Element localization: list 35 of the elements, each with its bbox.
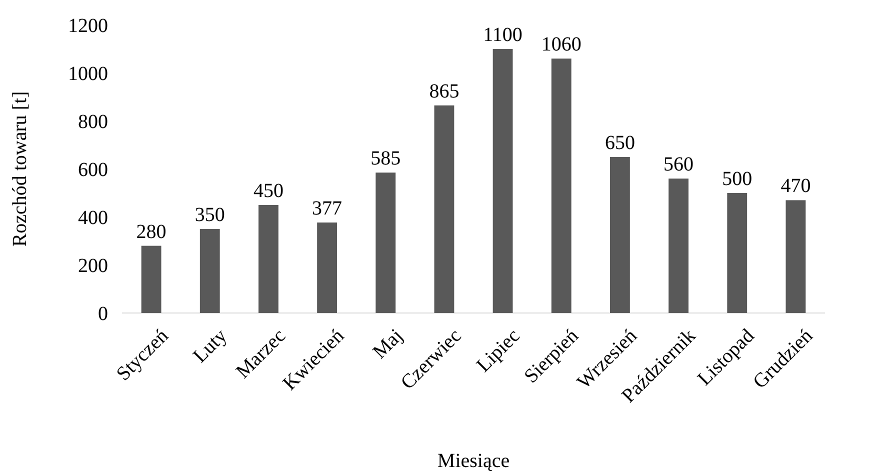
y-tick-label: 600: [78, 159, 108, 181]
bar: [258, 205, 278, 313]
x-axis-title: Miesiące: [437, 450, 510, 472]
y-tick-label: 400: [78, 207, 108, 229]
data-label: 865: [429, 80, 460, 102]
bar: [376, 172, 396, 313]
bar: [200, 229, 220, 313]
y-tick-label: 0: [98, 303, 108, 325]
data-label: 1060: [541, 34, 582, 56]
bar: [668, 178, 688, 313]
x-tick-label: Maj: [368, 324, 408, 364]
bar: [492, 49, 513, 313]
data-label: 450: [253, 180, 284, 202]
x-tick-label: Luty: [189, 324, 232, 368]
bar: [141, 246, 162, 313]
y-axis-title: Rozchód towaru [t]: [9, 91, 31, 247]
data-label: 377: [312, 198, 342, 220]
data-label: 500: [722, 168, 752, 190]
y-tick-label: 1000: [68, 63, 108, 85]
bar: [551, 58, 572, 313]
data-label: 280: [136, 220, 166, 243]
bar: [610, 157, 630, 313]
data-label: 470: [780, 175, 811, 198]
y-tick-label: 800: [78, 111, 108, 133]
bar: [434, 105, 454, 313]
bar: [727, 193, 748, 313]
bar: [317, 222, 337, 313]
data-label: 650: [604, 132, 635, 154]
bar: [786, 200, 806, 313]
data-label: 585: [370, 148, 401, 170]
data-label: 560: [664, 154, 694, 176]
y-tick-label: 1200: [68, 15, 108, 37]
y-tick-label: 200: [78, 255, 108, 277]
data-label: 350: [194, 204, 225, 226]
data-label: 1100: [483, 24, 522, 46]
